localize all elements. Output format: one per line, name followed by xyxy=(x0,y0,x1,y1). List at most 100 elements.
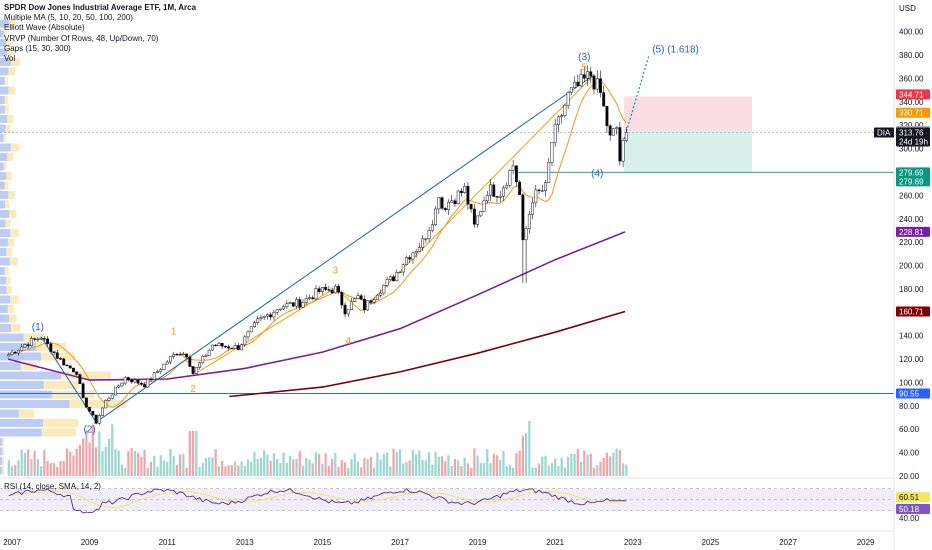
candle-down xyxy=(362,298,366,311)
risk-zone[interactable] xyxy=(624,96,752,131)
volume-bar xyxy=(94,447,98,476)
candle-up xyxy=(165,361,169,365)
primary-wave-line[interactable] xyxy=(40,74,595,423)
wave-5-projection[interactable] xyxy=(622,54,650,143)
elliott-wave-lines[interactable] xyxy=(40,54,650,423)
time-axis-tick: 2027 xyxy=(779,538,797,547)
candle-up xyxy=(586,71,589,79)
volume-bar xyxy=(301,465,305,476)
volume-bar xyxy=(512,467,515,476)
indicator-gaps[interactable]: Gaps (15, 30, 300) xyxy=(4,43,71,53)
time-axis[interactable]: 2007 2009 2011 2013 2015 2017 2019 2021 2023 2025… xyxy=(3,538,875,547)
candle-up xyxy=(288,302,292,304)
candle-down xyxy=(589,71,593,77)
candle-up xyxy=(272,312,276,318)
target-zone[interactable] xyxy=(624,130,752,173)
vp-row-up xyxy=(0,390,52,399)
candle-up xyxy=(211,344,214,351)
volume-bar xyxy=(389,466,392,476)
volume-bar xyxy=(191,431,195,476)
volume-bar xyxy=(146,467,149,476)
minor-wave-line[interactable] xyxy=(179,74,595,374)
candle-down xyxy=(139,382,143,385)
time-axis-tick: 2017 xyxy=(391,538,409,547)
candle-down xyxy=(408,257,412,260)
candle-down xyxy=(191,366,195,374)
wave-label-p1: (1) xyxy=(32,322,44,333)
candle-up xyxy=(579,74,583,87)
volume-bar xyxy=(331,458,334,476)
candle-down xyxy=(453,200,457,204)
candle-down xyxy=(440,197,444,209)
indicator-vol[interactable]: Vol xyxy=(4,54,16,64)
volume-bar xyxy=(269,460,272,476)
vp-row-up xyxy=(0,29,4,38)
volume-bar xyxy=(285,462,288,476)
candle-up xyxy=(146,378,150,388)
candle-up xyxy=(411,252,415,260)
vp-row-up xyxy=(0,20,9,28)
svg-text:330.71: 330.71 xyxy=(899,109,924,118)
volume-bar xyxy=(576,449,579,476)
volume-bar xyxy=(179,454,182,476)
chart-legend: SPDR Dow Jones Industrial Average ETF, 1… xyxy=(4,3,196,64)
candle-down xyxy=(340,292,344,306)
vp-row-up xyxy=(0,210,9,218)
rsi-legend[interactable]: RSI (14, close, SMA, 14, 2) xyxy=(4,482,101,491)
wave-label-p3: (3) xyxy=(578,52,590,63)
vp-row-up xyxy=(0,67,9,76)
volume-bar xyxy=(259,457,263,476)
vp-row-down xyxy=(9,257,18,266)
candle-down xyxy=(337,285,341,293)
candle-up xyxy=(101,407,104,416)
indicator-ma[interactable]: Multiple MA (5, 10, 20, 50, 100, 200) xyxy=(4,13,133,23)
volume-bar xyxy=(324,453,327,476)
volume-bar xyxy=(124,467,127,476)
candle-up xyxy=(275,309,279,313)
vp-row-down xyxy=(20,362,38,370)
volume-bar xyxy=(111,424,114,476)
volume-bar xyxy=(408,460,411,476)
volume-bar xyxy=(227,465,230,476)
candle-up xyxy=(256,318,260,323)
candle-up xyxy=(29,338,33,346)
volume-bar xyxy=(353,453,356,476)
price-tag: 228.81 xyxy=(896,226,930,237)
candle-up xyxy=(395,272,399,282)
candle-up xyxy=(434,208,438,226)
volume-bar xyxy=(56,466,59,476)
vp-row-up xyxy=(0,419,44,427)
volume-bar xyxy=(253,451,256,476)
volume-bar xyxy=(343,462,347,476)
vp-row-up xyxy=(0,200,6,209)
vp-row-up xyxy=(0,267,5,275)
candle-up xyxy=(447,202,450,211)
price-axis-tick: 260.00 xyxy=(899,191,924,200)
candle-up xyxy=(133,379,137,383)
candle-up xyxy=(479,211,483,217)
candle-down xyxy=(469,203,473,210)
volume-bar xyxy=(437,456,440,476)
volume-bar xyxy=(7,460,10,476)
indicator-elliott[interactable]: Elliott Wave (Absolute) xyxy=(4,23,85,33)
price-axis[interactable]: 400.00380.00360.00340.00320.00300.00280.… xyxy=(899,28,924,523)
volume-bar xyxy=(622,463,625,476)
volume-bar xyxy=(311,463,314,476)
indicator-vrvp[interactable]: VRVP (Number Of Rows, 48, Up/Down, 70) xyxy=(4,33,159,43)
vp-row-down xyxy=(51,390,95,399)
vp-row-down xyxy=(6,48,13,57)
price-axis-tick: 360.00 xyxy=(899,74,924,83)
volume-bar xyxy=(402,463,405,476)
volume-bar xyxy=(486,449,489,476)
candle-up xyxy=(168,356,172,363)
time-axis-tick: 2023 xyxy=(624,538,642,547)
vp-row-down xyxy=(69,400,127,408)
candle-down xyxy=(26,344,30,346)
vp-row-down xyxy=(10,58,20,66)
vp-row-down xyxy=(43,419,79,427)
volume-bar xyxy=(596,465,599,476)
candle-up xyxy=(547,162,551,183)
price-tag: 330.71 xyxy=(896,107,930,118)
vp-row-up xyxy=(0,238,8,247)
